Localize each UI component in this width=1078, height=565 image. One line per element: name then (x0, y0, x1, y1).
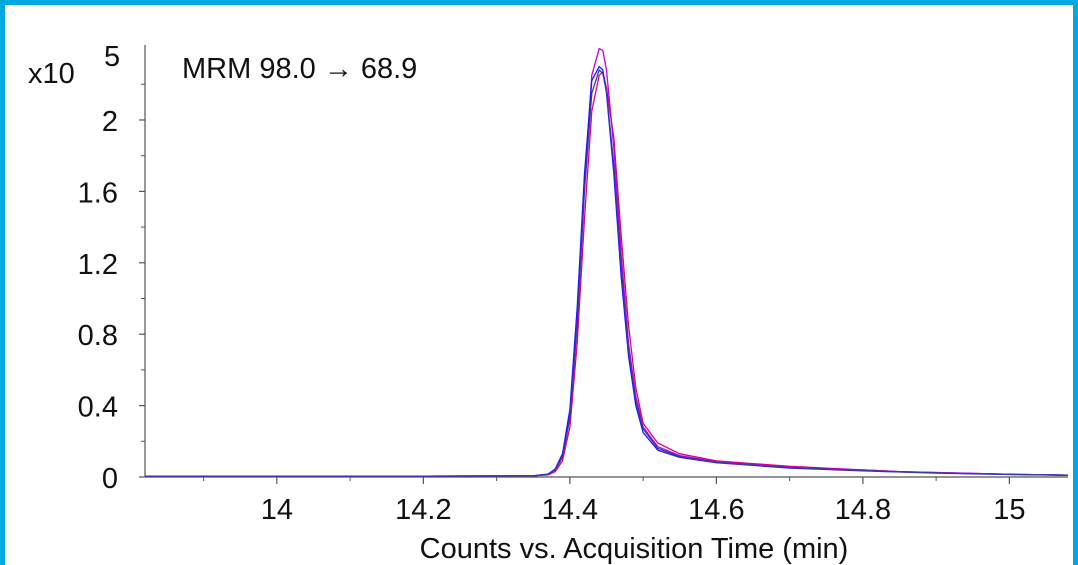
y-tick-label: 0 (102, 463, 118, 495)
y-tick-label: 1.6 (78, 177, 118, 209)
series-line-3 (145, 65, 1069, 477)
y-tick-label: 1.2 (78, 249, 118, 281)
x-tick-label: 14.4 (542, 494, 598, 526)
x-ticks: 14 14.2 14.4 14.6 14.8 15 (203, 477, 1026, 526)
y-multiplier-label: x10 (28, 58, 75, 90)
x-tick-label: 14 (261, 494, 293, 526)
series-group (145, 47, 1069, 477)
frame-border-left (0, 0, 5, 565)
x-tick-label: 14.6 (688, 494, 744, 526)
y-tick-label: 0.8 (78, 320, 118, 352)
chart-title: MRM 98.0 → 68.9 (182, 53, 417, 85)
x-tick-label: 14.2 (395, 494, 451, 526)
y-tick-label: 2 (102, 106, 118, 138)
series-line-1 (145, 71, 1069, 477)
series-line-4 (145, 69, 1069, 477)
x-tick-label: 15 (993, 494, 1025, 526)
y-ticks: 0 0.4 0.8 1.2 1.6 2 (78, 83, 145, 495)
axes (144, 45, 1068, 478)
frame-border-right (1073, 0, 1078, 565)
series-line-2 (145, 47, 1069, 477)
x-axis-title: Counts vs. Acquisition Time (min) (420, 533, 849, 565)
x-tick-label: 14.8 (835, 494, 891, 526)
y-tick-label: 0.4 (78, 392, 118, 424)
y-multiplier-exponent: 5 (104, 41, 120, 73)
frame-border-top (0, 0, 1078, 5)
